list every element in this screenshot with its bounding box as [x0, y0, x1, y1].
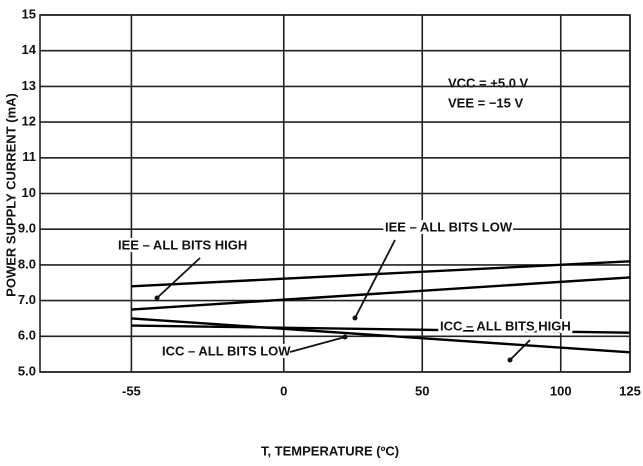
x-tick-label: 0 — [280, 383, 287, 398]
y-tick-label: 9.0 — [18, 221, 36, 236]
arrow-head — [154, 295, 160, 301]
x-tick-label: -55 — [122, 383, 141, 398]
arrow-head — [352, 315, 358, 321]
x-axis-label: T, TEMPERATURE (ºC) — [261, 443, 399, 458]
y-axis-label: POWER SUPPLY CURRENT (mA) — [3, 93, 18, 297]
label-arrow — [289, 336, 346, 353]
series-line — [131, 260, 631, 288]
x-tick-label: 100 — [550, 383, 572, 398]
series-line — [131, 317, 631, 354]
arrow-head — [507, 357, 513, 363]
series-label: IEE – ALL BITS LOW — [385, 219, 513, 234]
series-label: IEE – ALL BITS HIGH — [118, 237, 247, 252]
label-arrow — [156, 257, 201, 299]
y-tick-label: 15 — [22, 6, 36, 21]
y-tick-label: 11 — [22, 149, 36, 164]
arrow-head — [342, 334, 348, 340]
series-line — [131, 276, 631, 311]
annotation: VEE = −15 V — [448, 95, 523, 110]
label-arrow — [509, 339, 531, 361]
series-label: ICC – ALL BITS LOW — [162, 343, 291, 358]
y-tick-label: 7.0 — [18, 292, 36, 307]
x-tick-label: 125 — [619, 383, 641, 398]
y-tick-label: 13 — [22, 78, 36, 93]
label-arrow — [354, 239, 396, 319]
y-tick-label: 12 — [22, 114, 36, 129]
y-tick-label: 6.0 — [18, 328, 36, 343]
series-label: ICC – ALL BITS HIGH — [440, 318, 571, 333]
y-tick-label: 5.0 — [18, 363, 36, 378]
y-tick-label: 8.0 — [18, 256, 36, 271]
x-tick-label: 50 — [415, 383, 429, 398]
y-tick-label: 10 — [22, 185, 36, 200]
annotation: VCC = +5.0 V — [448, 75, 529, 90]
y-tick-label: 14 — [22, 42, 37, 57]
series-line — [131, 324, 631, 334]
